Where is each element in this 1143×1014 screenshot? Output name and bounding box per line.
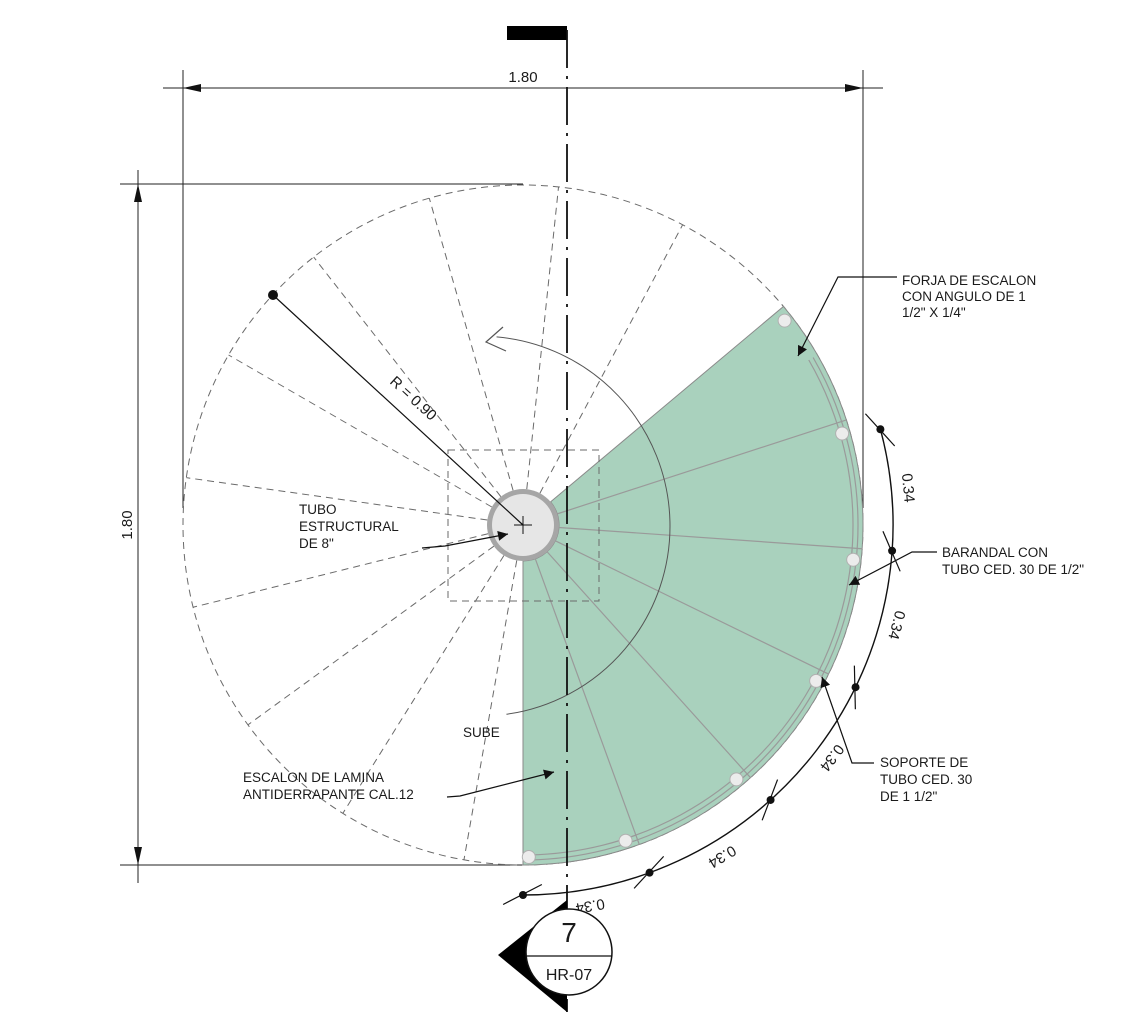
step-line: [555, 540, 829, 675]
soporte-annotation: SOPORTE DE TUBO CED. 30 DE 1 1/2": [820, 676, 972, 804]
width-dimension: 1.80: [163, 69, 883, 508]
height-label: 1.80: [119, 510, 136, 539]
section-cut-top-bar: [507, 26, 567, 40]
dashed-step-line: [247, 545, 495, 726]
arc-dimension-dot: [851, 683, 860, 692]
support-post: [846, 552, 861, 567]
barandal-line-2: TUBO CED. 30 DE 1/2": [942, 562, 1084, 577]
section-marker: 7 HR-07: [498, 900, 613, 1012]
section-sheet: HR-07: [546, 967, 592, 984]
height-dimension: 1.80: [119, 170, 523, 883]
arc-dimension-label: 0.34: [898, 473, 918, 504]
soporte-line-3: DE 1 1/2": [880, 789, 938, 804]
support-post: [521, 849, 536, 864]
width-label: 1.80: [508, 69, 537, 86]
dashed-step-line: [428, 198, 514, 491]
tubo-line-1: TUBO: [299, 502, 337, 517]
section-number: 7: [561, 917, 577, 948]
arc-dimension-ticks: [502, 413, 901, 906]
support-post: [835, 426, 850, 441]
support-post: [809, 673, 824, 688]
radius-label: R = 0.90: [386, 373, 440, 424]
arc-dimension-tick: [502, 883, 543, 906]
arc-dimension-label: 0.34: [816, 741, 847, 775]
step-line: [557, 419, 847, 515]
forja-line-3: 1/2" X 1/4": [902, 305, 966, 320]
dashed-step-line: [539, 224, 684, 494]
step-line: [546, 551, 751, 779]
escalon-line-2: ANTIDERRAPANTE CAL.12: [243, 787, 414, 802]
step-line: [534, 558, 640, 845]
tubo-annotation: TUBO ESTRUCTURAL DE 8": [299, 502, 509, 551]
arc-dimension-tick: [853, 665, 856, 710]
tubo-line-3: DE 8": [299, 536, 334, 551]
section-marker-circle: [525, 908, 613, 996]
dashed-step-line: [463, 560, 518, 860]
arc-dimension-line: [522, 429, 894, 896]
soporte-line-2: TUBO CED. 30: [880, 772, 972, 787]
forja-annotation: FORJA DE ESCALON CON ANGULO DE 1 1/2" X …: [797, 273, 1036, 357]
support-post: [618, 833, 633, 848]
arc-dimension-tick: [882, 531, 901, 572]
soporte-line-1: SOPORTE DE: [880, 755, 968, 770]
tubo-line-2: ESTRUCTURAL: [299, 519, 399, 534]
arc-dimension-label: 0.34: [705, 842, 739, 872]
arc-dimension-label: 0.34: [884, 609, 908, 642]
escalon-annotation: ESCALON DE LAMINA ANTIDERRAPANTE CAL.12: [243, 769, 555, 802]
solid-step-lines: [534, 419, 863, 845]
barandal-line-1: BARANDAL CON: [942, 545, 1048, 560]
column-base-square: [447, 449, 600, 602]
dashed-step-lines: [186, 186, 684, 860]
arc-dimension-tick: [761, 779, 779, 821]
dashed-step-line: [526, 186, 560, 490]
support-post: [777, 313, 792, 328]
railing-line: [528, 357, 859, 861]
radius-dimension: R = 0.90: [268, 290, 524, 526]
walk-line-arc: [496, 336, 671, 715]
support-post: [729, 772, 744, 787]
dashed-step-line: [186, 477, 488, 521]
dashed-step-line: [192, 533, 489, 608]
arc-dimension-tick: [633, 855, 665, 889]
support-posts: [521, 313, 861, 864]
escalon-line-1: ESCALON DE LAMINA: [243, 770, 384, 785]
dashed-step-line: [228, 354, 493, 508]
dashed-step-line: [313, 256, 502, 497]
dashed-step-line: [342, 555, 505, 814]
steel-steps-area: [522, 305, 864, 866]
forja-line-1: FORJA DE ESCALON: [902, 273, 1036, 288]
barandal-annotation: BARANDAL CON TUBO CED. 30 DE 1/2": [848, 545, 1084, 586]
forja-line-2: CON ANGULO DE 1: [902, 289, 1026, 304]
arc-dimension-tick: [864, 413, 896, 447]
step-line: [558, 526, 863, 550]
walk-direction-arrow: [484, 326, 507, 352]
sube-label: SUBE: [463, 725, 500, 740]
